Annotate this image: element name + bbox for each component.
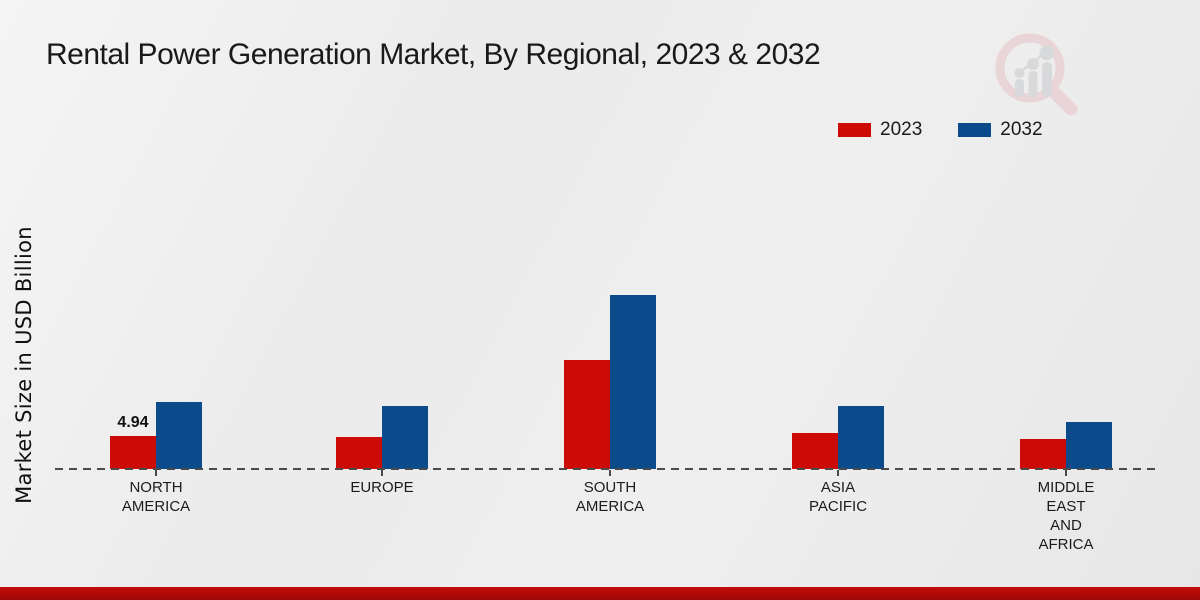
category-label-middle-east-and-africa: MIDDLE EAST AND AFRICA [1037,479,1095,553]
bar-2032-north-america [156,402,202,469]
category-label-europe: EUROPE [350,479,414,496]
bar-2032-asia-pacific [838,406,884,469]
bar-2023-north-america [110,436,156,469]
bar-2023-middle-east-and-africa [1020,439,1066,469]
legend: 2023 2032 [838,119,1043,141]
legend-item-2032: 2032 [958,119,1043,141]
axis-tick-south-america [609,470,611,476]
category-label-asia-pacific: ASIA PACIFIC [808,479,868,515]
bar-2032-south-america [610,295,656,469]
x-axis-dashed-line [55,468,1157,470]
magnifier-icon [995,33,1078,116]
market-research-future-logo-watermark [995,33,1078,116]
legend-label-2023: 2023 [880,119,923,140]
bar-2023-asia-pacific [792,433,838,469]
axis-tick-asia-pacific [837,470,839,476]
growth-bars-icon [1014,45,1055,97]
bar-2032-middle-east-and-africa [1066,422,1112,469]
legend-swatch-2023 [838,123,871,137]
category-label-south-america: SOUTH AMERICA [575,479,645,515]
legend-item-2023: 2023 [838,119,922,141]
axis-tick-middle-east-and-africa [1065,470,1067,476]
axis-tick-north-america [155,470,157,476]
bar-2023-south-america [564,360,610,469]
chart-title: Rental Power Generation Market, By Regio… [46,38,821,71]
bar-2023-europe [336,437,382,469]
legend-label-2032: 2032 [1000,119,1043,140]
bottom-red-band [0,587,1200,600]
bar-2032-europe [382,406,428,469]
legend-swatch-2032 [958,123,992,137]
data-label-2023-north-america: 4.94 [117,414,149,431]
axis-tick-europe [381,470,383,476]
category-label-north-america: NORTH AMERICA [121,479,191,515]
